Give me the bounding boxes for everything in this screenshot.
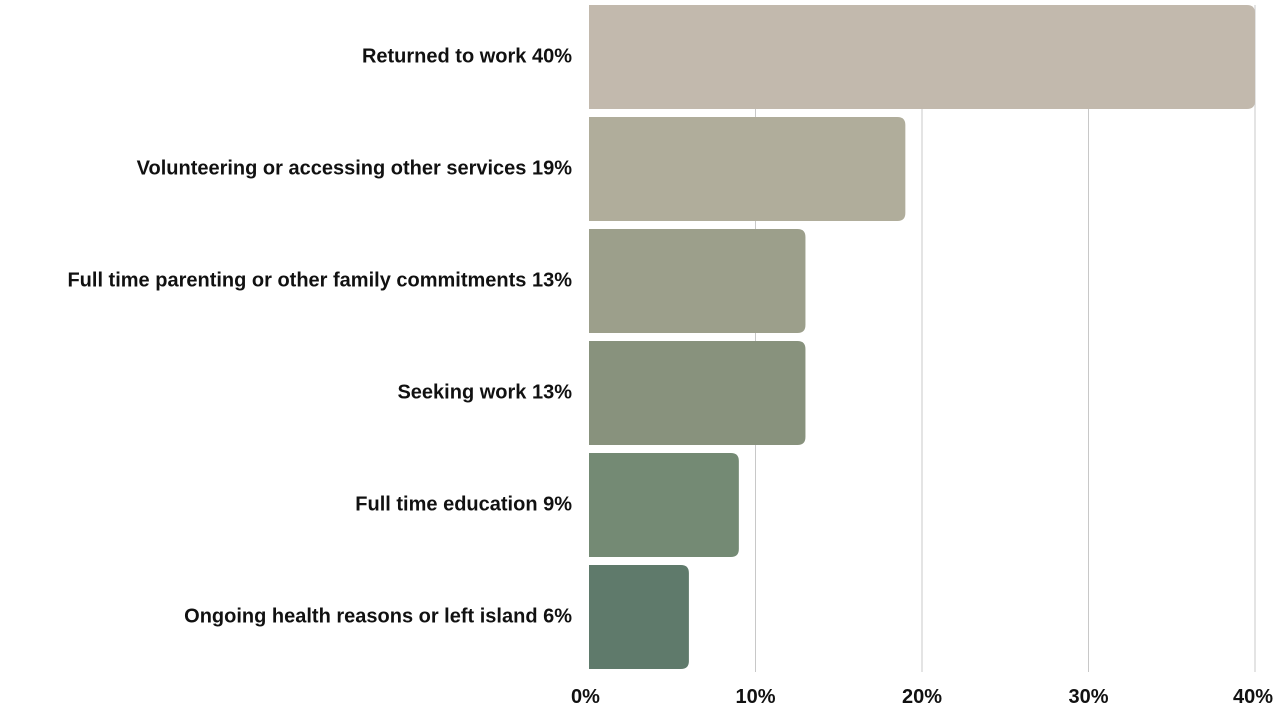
category-label-3: Full time parenting or other family comm… (67, 269, 572, 291)
x-tick-label-10: 10% (735, 686, 775, 708)
x-tick-label-20: 20% (902, 686, 942, 708)
bar-6 (589, 565, 689, 669)
bar-4 (589, 341, 806, 445)
category-labels: Returned to work 40% Volunteering or acce… (67, 45, 572, 627)
category-label-2: Volunteering or accessing other services… (137, 157, 573, 179)
x-tick-label-30: 30% (1068, 686, 1108, 708)
category-label-1: Returned to work 40% (362, 45, 572, 67)
category-label-5: Full time education 9% (355, 493, 572, 515)
x-tick-label-0: 0% (571, 686, 600, 708)
category-label-6: Ongoing health reasons or left island 6% (184, 605, 572, 627)
category-label-4: Seeking work 13% (397, 381, 572, 403)
bar-5 (589, 453, 739, 557)
gridlines (755, 5, 1256, 672)
x-tick-label-40: 40% (1233, 686, 1273, 708)
bar-1 (589, 5, 1255, 109)
bar-2 (589, 117, 906, 221)
bar-3 (589, 229, 806, 333)
x-axis-ticks: 0% 10% 20% 30% 40% (571, 686, 1273, 708)
bars (589, 5, 1255, 669)
